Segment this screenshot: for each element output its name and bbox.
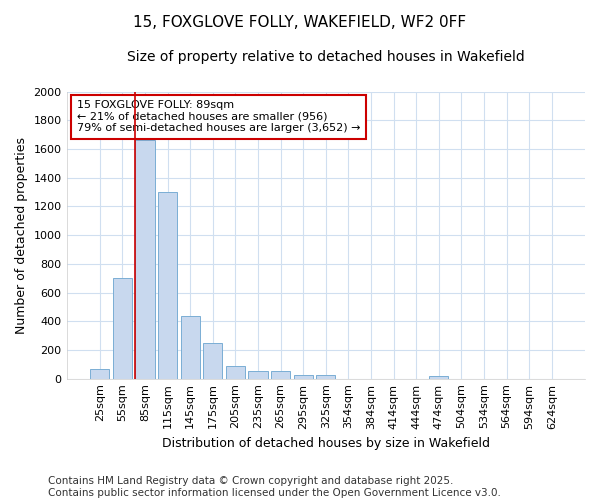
Bar bbox=[158, 192, 177, 378]
Text: 15, FOXGLOVE FOLLY, WAKEFIELD, WF2 0FF: 15, FOXGLOVE FOLLY, WAKEFIELD, WF2 0FF bbox=[133, 15, 467, 30]
Bar bbox=[181, 316, 200, 378]
Text: 15 FOXGLOVE FOLLY: 89sqm
← 21% of detached houses are smaller (956)
79% of semi-: 15 FOXGLOVE FOLLY: 89sqm ← 21% of detach… bbox=[77, 100, 361, 134]
Bar bbox=[113, 278, 132, 378]
Bar bbox=[90, 368, 109, 378]
Bar bbox=[136, 140, 155, 378]
Bar bbox=[316, 375, 335, 378]
Bar bbox=[271, 371, 290, 378]
X-axis label: Distribution of detached houses by size in Wakefield: Distribution of detached houses by size … bbox=[162, 437, 490, 450]
Bar bbox=[293, 375, 313, 378]
Bar bbox=[429, 376, 448, 378]
Bar bbox=[203, 343, 223, 378]
Bar bbox=[226, 366, 245, 378]
Y-axis label: Number of detached properties: Number of detached properties bbox=[15, 136, 28, 334]
Bar bbox=[248, 371, 268, 378]
Text: Contains HM Land Registry data © Crown copyright and database right 2025.
Contai: Contains HM Land Registry data © Crown c… bbox=[48, 476, 501, 498]
Title: Size of property relative to detached houses in Wakefield: Size of property relative to detached ho… bbox=[127, 50, 524, 64]
